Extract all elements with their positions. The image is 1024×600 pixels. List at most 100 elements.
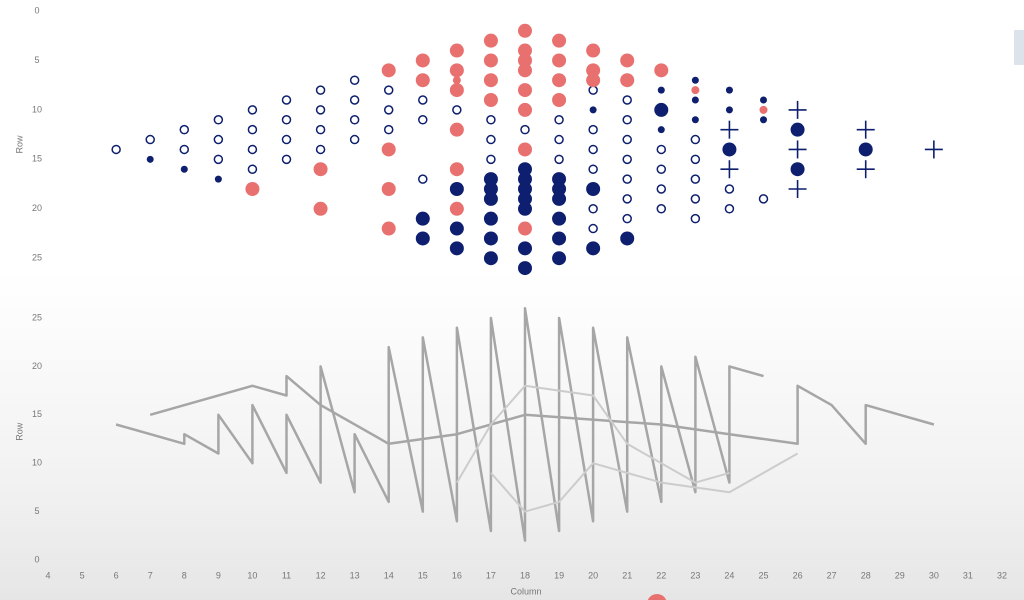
seat-marker [788, 180, 807, 198]
seat-marker [554, 115, 564, 125]
seat-marker [418, 174, 428, 184]
seat-marker [483, 191, 498, 206]
seat-marker [383, 105, 394, 115]
seat-marker [622, 95, 632, 105]
seat-marker [315, 124, 326, 135]
y-axis-label: Row [14, 135, 24, 154]
seat-marker [449, 83, 464, 98]
seat-marker [588, 124, 598, 135]
seat-marker [924, 140, 943, 159]
seat-marker [720, 160, 739, 179]
x-tick-label: 8 [182, 570, 187, 580]
seat-marker [589, 106, 597, 114]
seat-marker [690, 194, 701, 204]
seat-marker [552, 211, 567, 226]
seat-marker [588, 223, 598, 234]
seat-marker [383, 124, 394, 135]
seat-marker [179, 144, 190, 155]
seat-marker [622, 213, 632, 224]
seat-marker [418, 115, 428, 125]
y-tick-label: 15 [32, 154, 42, 164]
seat-marker [758, 194, 769, 204]
y-tick-label: 5 [34, 55, 39, 65]
seat-marker [449, 43, 464, 58]
x-tick-label: 16 [452, 570, 462, 580]
y-tick-label: 10 [32, 458, 42, 468]
x-tick-label: 18 [520, 570, 530, 580]
seat-marker [483, 211, 498, 226]
x-tick-label: 27 [827, 570, 837, 580]
seat-marker [656, 184, 667, 194]
seat-marker [449, 122, 464, 137]
x-tick-label: 28 [861, 570, 871, 580]
seat-marker [586, 73, 601, 88]
seat-marker [622, 154, 632, 165]
seat-marker [554, 154, 564, 165]
seat-marker [483, 33, 498, 48]
seat-marker [281, 154, 292, 165]
x-tick-label: 13 [350, 570, 360, 580]
y-tick-label: 15 [32, 409, 42, 419]
seat-marker [483, 172, 498, 187]
x-tick-label: 6 [114, 570, 119, 580]
seat-marker [656, 164, 667, 174]
x-tick-label: 19 [554, 570, 564, 580]
seat-marker [315, 144, 326, 155]
seat-marker [180, 165, 188, 173]
seat-marker [788, 100, 807, 119]
seat-marker [381, 142, 396, 157]
seat-marker [486, 115, 496, 125]
window-edge [1014, 30, 1024, 65]
seat-marker [588, 144, 598, 155]
y-tick-label: 25 [32, 312, 42, 322]
seat-marker [788, 140, 807, 159]
seat-marker [622, 174, 632, 184]
seat-marker [622, 115, 632, 125]
seat-marker [552, 93, 567, 107]
seat-marker [483, 231, 498, 246]
seat-marker [449, 201, 464, 216]
x-tick-label: 31 [963, 570, 973, 580]
seat-marker [724, 184, 735, 194]
seat-marker [518, 83, 532, 98]
seat-marker [654, 102, 669, 117]
seat-marker [247, 144, 258, 155]
seat-marker [552, 191, 567, 206]
seat-marker [657, 126, 665, 134]
seat-marker [588, 164, 598, 174]
seat-marker [179, 124, 190, 135]
seat-marker [281, 134, 292, 145]
x-tick-label: 12 [316, 570, 326, 580]
seat-marker [552, 251, 567, 266]
x-tick-label: 4 [45, 570, 50, 580]
x-tick-label: 20 [588, 570, 598, 580]
x-tick-label: 21 [622, 570, 632, 580]
seat-marker [552, 182, 567, 196]
x-tick-label: 30 [929, 570, 939, 580]
seat-marker [622, 194, 632, 204]
seat-marker [691, 96, 699, 104]
x-tick-label: 11 [282, 570, 291, 580]
seat-marker [518, 261, 532, 276]
x-tick-label: 14 [384, 570, 394, 580]
seat-marker [349, 115, 360, 125]
seat-marker [418, 95, 428, 105]
seat-marker [656, 204, 667, 214]
seat-marker [483, 182, 498, 196]
seat-marker [281, 115, 292, 125]
seat-marker [415, 231, 430, 246]
seat-marker [381, 221, 396, 236]
seat-marker [620, 231, 635, 246]
seat-marker [552, 33, 567, 48]
x-tick-label: 23 [690, 570, 700, 580]
seat-marker [349, 75, 360, 85]
seat-marker [245, 182, 260, 196]
seat-marker [349, 95, 360, 105]
seat-marker [213, 154, 224, 165]
seat-marker [552, 53, 567, 68]
seat-marker [720, 120, 739, 139]
seat-marker [725, 106, 733, 114]
seat-marker [586, 241, 601, 256]
seat-marker [588, 85, 598, 95]
